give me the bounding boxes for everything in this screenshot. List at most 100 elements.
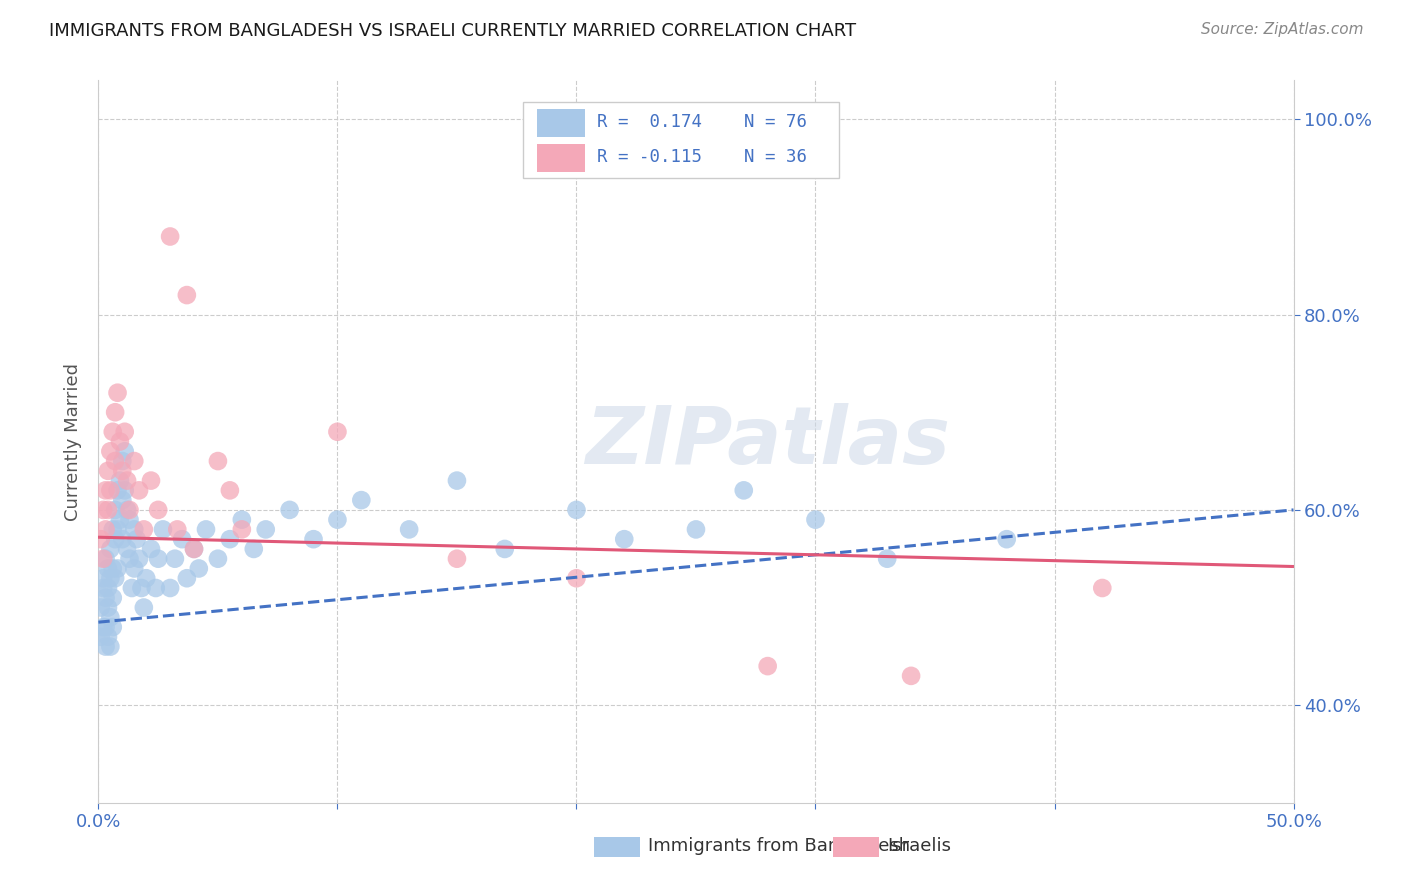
Point bbox=[115, 503, 138, 517]
Point bbox=[231, 523, 253, 537]
Point bbox=[101, 620, 124, 634]
Point bbox=[101, 591, 124, 605]
Point bbox=[326, 513, 349, 527]
Point bbox=[132, 600, 155, 615]
Point bbox=[91, 620, 114, 634]
Point bbox=[111, 493, 134, 508]
Point bbox=[121, 581, 143, 595]
Point bbox=[176, 571, 198, 585]
Point bbox=[104, 405, 127, 419]
Point bbox=[995, 532, 1018, 546]
Text: R = -0.115    N = 36: R = -0.115 N = 36 bbox=[596, 148, 807, 166]
Point bbox=[94, 523, 117, 537]
Point bbox=[114, 444, 136, 458]
Point bbox=[90, 600, 112, 615]
Text: IMMIGRANTS FROM BANGLADESH VS ISRAELI CURRENTLY MARRIED CORRELATION CHART: IMMIGRANTS FROM BANGLADESH VS ISRAELI CU… bbox=[49, 22, 856, 40]
Point bbox=[104, 571, 127, 585]
Point bbox=[97, 561, 120, 575]
Point bbox=[107, 523, 129, 537]
Point bbox=[494, 541, 516, 556]
Point bbox=[124, 454, 146, 468]
Point bbox=[302, 532, 325, 546]
Point bbox=[108, 474, 131, 488]
Point bbox=[91, 503, 114, 517]
Point bbox=[111, 464, 134, 478]
Point bbox=[278, 503, 301, 517]
Text: ZIPatlas: ZIPatlas bbox=[585, 402, 950, 481]
FancyBboxPatch shape bbox=[834, 837, 879, 857]
Point bbox=[139, 541, 162, 556]
Point bbox=[183, 541, 205, 556]
Point bbox=[804, 513, 827, 527]
Point bbox=[90, 630, 112, 644]
Point bbox=[900, 669, 922, 683]
Point bbox=[446, 474, 468, 488]
Point bbox=[685, 523, 707, 537]
Point bbox=[187, 561, 209, 575]
Point bbox=[94, 620, 117, 634]
Point bbox=[114, 425, 136, 439]
Point bbox=[166, 523, 188, 537]
Point bbox=[101, 425, 124, 439]
Point bbox=[176, 288, 198, 302]
Point bbox=[207, 551, 229, 566]
Point bbox=[124, 561, 146, 575]
Text: Source: ZipAtlas.com: Source: ZipAtlas.com bbox=[1201, 22, 1364, 37]
Point bbox=[98, 640, 122, 654]
Point bbox=[97, 503, 120, 517]
Point bbox=[398, 523, 420, 537]
FancyBboxPatch shape bbox=[523, 102, 839, 178]
Point bbox=[115, 474, 138, 488]
Point bbox=[94, 551, 117, 566]
Point bbox=[94, 591, 117, 605]
Point bbox=[148, 551, 170, 566]
Point bbox=[104, 532, 127, 546]
Point bbox=[101, 561, 124, 575]
Point bbox=[756, 659, 779, 673]
Point bbox=[118, 503, 141, 517]
Point bbox=[91, 551, 114, 566]
FancyBboxPatch shape bbox=[537, 145, 585, 172]
Point bbox=[91, 581, 114, 595]
Point bbox=[159, 229, 181, 244]
Point bbox=[565, 571, 588, 585]
Point bbox=[613, 532, 636, 546]
Point bbox=[733, 483, 755, 498]
Point bbox=[108, 434, 131, 449]
Point bbox=[111, 532, 134, 546]
Point bbox=[565, 503, 588, 517]
Point bbox=[219, 483, 242, 498]
Point bbox=[172, 532, 194, 546]
Point bbox=[131, 581, 153, 595]
Point bbox=[107, 483, 129, 498]
Point bbox=[97, 630, 120, 644]
Point bbox=[98, 483, 122, 498]
Point bbox=[90, 532, 112, 546]
Text: R =  0.174    N = 76: R = 0.174 N = 76 bbox=[596, 113, 807, 131]
Text: Israelis: Israelis bbox=[887, 838, 952, 855]
FancyBboxPatch shape bbox=[595, 837, 640, 857]
Point bbox=[132, 523, 155, 537]
Point bbox=[114, 483, 136, 498]
Point bbox=[97, 464, 120, 478]
Point bbox=[326, 425, 349, 439]
Point bbox=[111, 454, 134, 468]
Point bbox=[145, 581, 167, 595]
Point bbox=[1091, 581, 1114, 595]
FancyBboxPatch shape bbox=[537, 110, 585, 136]
Point bbox=[128, 551, 150, 566]
Text: Immigrants from Bangladesh: Immigrants from Bangladesh bbox=[648, 838, 910, 855]
Point bbox=[108, 513, 131, 527]
Point bbox=[128, 483, 150, 498]
Point bbox=[183, 541, 205, 556]
Point bbox=[98, 571, 122, 585]
Point bbox=[195, 523, 218, 537]
Point bbox=[104, 503, 127, 517]
Point bbox=[148, 503, 170, 517]
Point bbox=[876, 551, 898, 566]
Point bbox=[118, 513, 141, 527]
Point bbox=[97, 581, 120, 595]
Point bbox=[219, 532, 242, 546]
Point bbox=[135, 571, 157, 585]
Point bbox=[94, 640, 117, 654]
